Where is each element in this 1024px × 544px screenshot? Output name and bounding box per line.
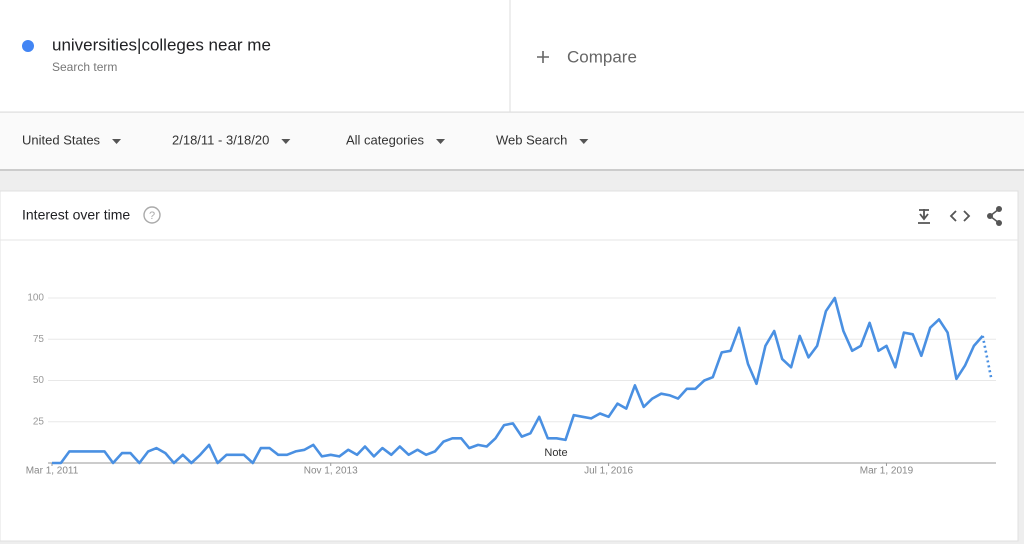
note-annotation[interactable]: Note xyxy=(544,447,567,459)
panel-title: Interest over time xyxy=(22,207,130,223)
filter[interactable]: All categories xyxy=(346,132,425,147)
dropdown-arrow xyxy=(112,139,122,144)
filter[interactable]: 2/18/11 - 3/18/20 xyxy=(172,132,269,147)
filter[interactable]: Web Search xyxy=(496,132,567,147)
trend-line xyxy=(52,296,984,465)
x-tick-label: Mar 1, 2019 xyxy=(860,466,914,477)
search-subtitle: Search term xyxy=(52,60,117,74)
x-tick-label: Jul 1, 2016 xyxy=(584,466,633,477)
y-tick-label: 100 xyxy=(27,293,44,304)
plus-icon[interactable] xyxy=(537,51,549,63)
dropdown-arrow xyxy=(436,139,446,144)
search-term[interactable]: universities|colleges near me xyxy=(52,35,271,54)
share-icon[interactable] xyxy=(996,220,1002,226)
x-tick-label: Nov 1, 2013 xyxy=(304,466,358,477)
term-dot xyxy=(22,40,34,52)
search-bar xyxy=(0,0,1024,112)
help-mark: ? xyxy=(149,210,155,222)
share-icon[interactable] xyxy=(996,206,1002,212)
download-icon[interactable] xyxy=(918,209,930,224)
help-icon[interactable] xyxy=(143,206,161,224)
filter-bar xyxy=(0,113,1024,169)
y-tick-label: 75 xyxy=(33,334,45,345)
dropdown-arrow xyxy=(579,139,589,144)
filter[interactable]: United States xyxy=(22,132,101,147)
x-tick-label: Mar 1, 2011 xyxy=(26,466,79,477)
share-icon[interactable] xyxy=(987,213,993,219)
dropdown-arrow xyxy=(281,139,291,144)
compare[interactable]: Compare xyxy=(567,47,637,66)
y-tick-label: 25 xyxy=(33,416,45,427)
y-tick-label: 50 xyxy=(33,375,45,386)
panel xyxy=(0,190,1019,542)
embed-icon[interactable] xyxy=(949,210,971,222)
partial-data-line xyxy=(981,335,993,378)
